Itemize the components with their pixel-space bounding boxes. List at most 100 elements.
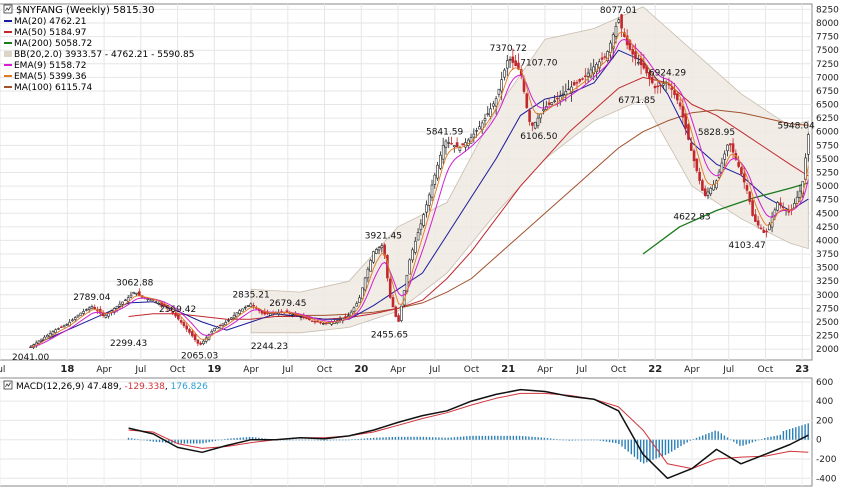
histogram-bar [658, 439, 660, 458]
histogram-bar [792, 428, 794, 440]
candle-body [188, 329, 191, 333]
candle-body [511, 56, 515, 63]
histogram-bar [158, 439, 161, 443]
candle-body [87, 307, 91, 310]
histogram-bar [202, 439, 204, 444]
price-annotation: 4622.83 [673, 213, 710, 223]
histogram-bar [304, 439, 307, 441]
candle-body [76, 314, 80, 318]
histogram-bar [605, 439, 608, 442]
candle-body [712, 184, 715, 191]
price-annotation: 2789.04 [73, 293, 110, 303]
candle-body [556, 97, 559, 100]
candle-body [684, 113, 687, 129]
histogram-bar [289, 439, 291, 441]
histogram-bar [503, 435, 505, 440]
histogram-bar [441, 437, 443, 440]
candle-body [246, 305, 250, 307]
histogram-bar [584, 439, 586, 441]
y-tick-label: 3500 [816, 264, 839, 274]
candle-body [355, 303, 359, 307]
histogram-bar [723, 435, 726, 440]
histogram-bar [577, 439, 580, 441]
candle-body [667, 83, 671, 86]
candle-body [650, 77, 654, 84]
histogram-bar [161, 439, 164, 443]
candle-body [324, 322, 328, 325]
histogram-bar [345, 439, 347, 441]
candle-body [603, 56, 607, 58]
candle-body [380, 245, 384, 249]
histogram-bar [807, 423, 809, 440]
candle-body [363, 277, 367, 291]
candle-body [798, 190, 802, 198]
candle-body [564, 91, 568, 96]
candle-body [338, 319, 342, 321]
histogram-bar [698, 436, 701, 440]
candle-body [508, 59, 512, 61]
candle-body [433, 174, 437, 185]
candle-body [344, 316, 347, 318]
histogram-bar [652, 439, 654, 460]
histogram-bar [224, 439, 226, 440]
candle-body [193, 334, 197, 340]
candle-body [394, 306, 398, 317]
histogram-bar [208, 439, 210, 443]
histogram-bar [196, 439, 198, 444]
candle-body [728, 143, 732, 146]
price-annotation: 2569.42 [159, 305, 196, 315]
macd-tick-label: -200 [816, 455, 837, 465]
price-annotation: 5828.95 [698, 128, 735, 138]
candle-body [678, 102, 682, 107]
candle-body [614, 26, 618, 37]
histogram-bar [180, 439, 182, 444]
histogram-bar [537, 437, 539, 440]
candle-body [358, 297, 361, 304]
candle-body [413, 240, 417, 253]
candle-body [422, 214, 425, 226]
candle-body [146, 298, 149, 300]
candle-body [762, 229, 766, 233]
candle-body [659, 84, 662, 87]
histogram-bar [372, 437, 375, 440]
histogram-bar [323, 439, 325, 441]
x-tick-label: 20 [354, 364, 368, 375]
histogram-bar [556, 439, 558, 440]
price-annotation: 5948.04 [777, 122, 814, 132]
candle-body [73, 317, 77, 320]
price-annotation: 2679.45 [269, 299, 306, 309]
histogram-bar [788, 429, 791, 440]
histogram-bar [546, 438, 549, 440]
histogram-bar [447, 437, 449, 440]
ma100-line [275, 109, 809, 317]
histogram-bar [689, 439, 691, 441]
candle-body [706, 191, 710, 196]
histogram-bar [335, 439, 338, 441]
candle-body [43, 336, 46, 341]
y-tick-label: 3750 [816, 250, 839, 260]
histogram-bar [413, 436, 415, 440]
histogram-bar [214, 439, 217, 441]
candle-body [525, 93, 529, 108]
legend-entry: MA(100) 6115.74 [14, 83, 92, 93]
candle-body [572, 82, 576, 86]
histogram-bar [705, 434, 707, 440]
histogram-bar [714, 430, 716, 440]
histogram-bar [186, 439, 189, 444]
candle-body [65, 324, 69, 326]
histogram-bar [615, 439, 617, 444]
candle-body [352, 307, 356, 312]
candle-body [190, 331, 194, 337]
histogram-bar [174, 439, 176, 444]
histogram-bar [795, 427, 797, 440]
candle-body [748, 191, 752, 202]
candle-body [135, 292, 138, 295]
candle-body [542, 109, 545, 112]
histogram-bar [729, 439, 732, 441]
histogram-bar [376, 437, 378, 440]
histogram-bar [574, 439, 577, 441]
histogram-bar [301, 439, 304, 441]
candle-body [196, 339, 200, 344]
histogram-bar [518, 435, 521, 440]
